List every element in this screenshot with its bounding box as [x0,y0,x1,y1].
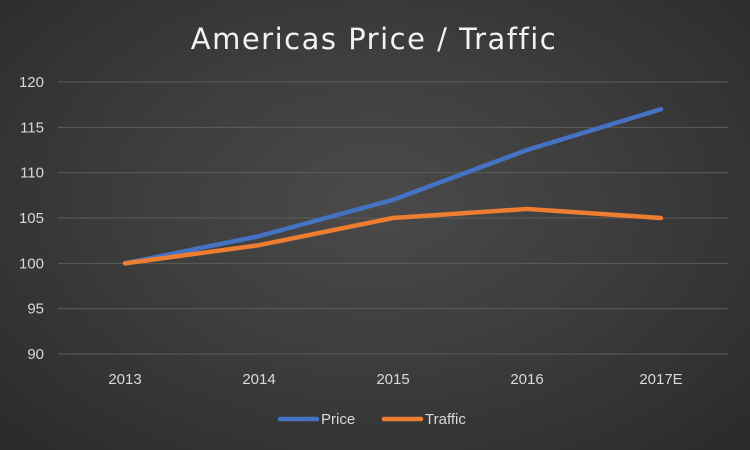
legend-label-price: Price [321,411,355,428]
y-tick-label: 95 [27,301,44,318]
series-line-traffic [122,206,664,266]
x-tick-label: 2014 [242,371,275,388]
y-tick-label: 110 [20,165,44,182]
legend-label-traffic: Traffic [425,411,466,428]
series-line-price [122,106,664,266]
chart-title: Americas Price / Traffic [191,22,557,56]
y-tick-label: 90 [27,346,44,363]
legend: Price Traffic [277,411,466,428]
y-tick-label: 105 [19,210,44,227]
x-tick-label: 2015 [376,371,409,388]
x-tick-label: 2017E [639,371,682,388]
y-tick-label: 100 [19,255,44,272]
x-tick-label: 2016 [510,371,543,388]
x-tick-label: 2013 [108,371,141,388]
x-axis-ticks: 2013 2014 2015 2016 2017E [108,371,682,388]
series-lines [122,106,664,266]
y-tick-label: 120 [19,74,44,91]
gridlines [58,81,728,355]
y-axis-ticks: 90 95 100 105 110 115 120 [19,74,44,363]
y-tick-label: 115 [20,119,44,136]
